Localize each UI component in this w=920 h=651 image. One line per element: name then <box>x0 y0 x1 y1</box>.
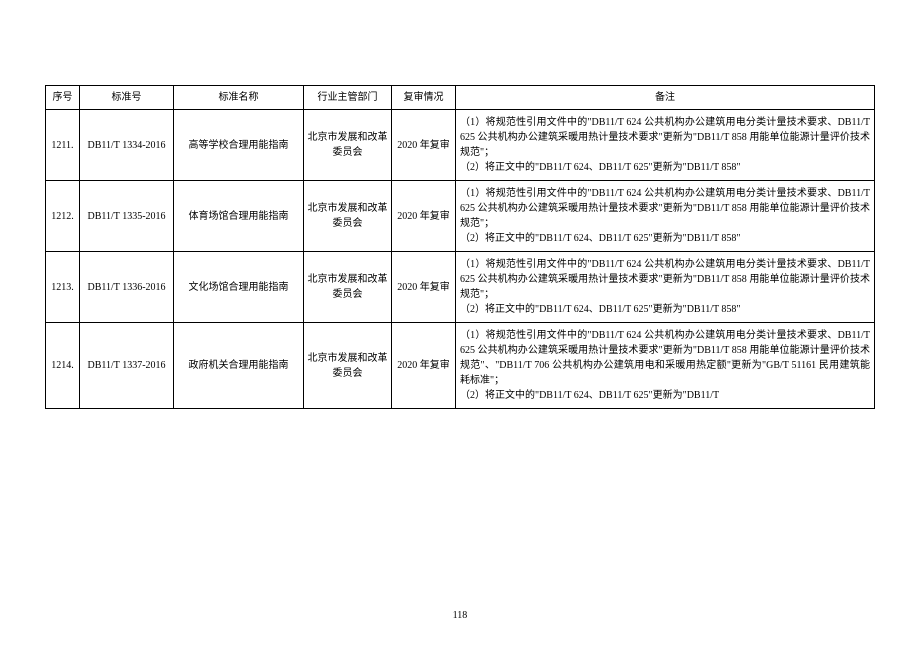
cell-std-name: 政府机关合理用能指南 <box>174 323 304 409</box>
header-remarks: 备注 <box>456 86 875 110</box>
cell-dept: 北京市发展和改革委员会 <box>304 181 392 252</box>
table-row: 1213.DB11/T 1336-2016文化场馆合理用能指南北京市发展和改革委… <box>46 252 875 323</box>
table-row: 1212.DB11/T 1335-2016体育场馆合理用能指南北京市发展和改革委… <box>46 181 875 252</box>
cell-std-name: 体育场馆合理用能指南 <box>174 181 304 252</box>
cell-remarks: （1）将规范性引用文件中的"DB11/T 624 公共机构办公建筑用电分类计量技… <box>456 252 875 323</box>
cell-seq: 1212. <box>46 181 80 252</box>
table-header-row: 序号 标准号 标准名称 行业主管部门 复审情况 备注 <box>46 86 875 110</box>
document-page: 序号 标准号 标准名称 行业主管部门 复审情况 备注 1211.DB11/T 1… <box>0 0 920 409</box>
cell-review: 2020 年复审 <box>392 323 456 409</box>
header-std-name: 标准名称 <box>174 86 304 110</box>
cell-seq: 1213. <box>46 252 80 323</box>
cell-remarks: （1）将规范性引用文件中的"DB11/T 624 公共机构办公建筑用电分类计量技… <box>456 181 875 252</box>
table-row: 1211.DB11/T 1334-2016高等学校合理用能指南北京市发展和改革委… <box>46 110 875 181</box>
cell-std-no: DB11/T 1336-2016 <box>80 252 174 323</box>
cell-remarks: （1）将规范性引用文件中的"DB11/T 624 公共机构办公建筑用电分类计量技… <box>456 323 875 409</box>
table-row: 1214.DB11/T 1337-2016政府机关合理用能指南北京市发展和改革委… <box>46 323 875 409</box>
cell-std-name: 高等学校合理用能指南 <box>174 110 304 181</box>
cell-std-name: 文化场馆合理用能指南 <box>174 252 304 323</box>
cell-std-no: DB11/T 1337-2016 <box>80 323 174 409</box>
page-number: 118 <box>0 610 920 621</box>
cell-std-no: DB11/T 1334-2016 <box>80 110 174 181</box>
cell-seq: 1211. <box>46 110 80 181</box>
header-review: 复审情况 <box>392 86 456 110</box>
cell-seq: 1214. <box>46 323 80 409</box>
cell-dept: 北京市发展和改革委员会 <box>304 110 392 181</box>
cell-review: 2020 年复审 <box>392 181 456 252</box>
header-std-no: 标准号 <box>80 86 174 110</box>
cell-std-no: DB11/T 1335-2016 <box>80 181 174 252</box>
header-dept: 行业主管部门 <box>304 86 392 110</box>
cell-review: 2020 年复审 <box>392 110 456 181</box>
cell-remarks: （1）将规范性引用文件中的"DB11/T 624 公共机构办公建筑用电分类计量技… <box>456 110 875 181</box>
cell-dept: 北京市发展和改革委员会 <box>304 252 392 323</box>
table-body: 1211.DB11/T 1334-2016高等学校合理用能指南北京市发展和改革委… <box>46 110 875 409</box>
cell-review: 2020 年复审 <box>392 252 456 323</box>
header-seq: 序号 <box>46 86 80 110</box>
standards-table: 序号 标准号 标准名称 行业主管部门 复审情况 备注 1211.DB11/T 1… <box>45 85 875 409</box>
cell-dept: 北京市发展和改革委员会 <box>304 323 392 409</box>
